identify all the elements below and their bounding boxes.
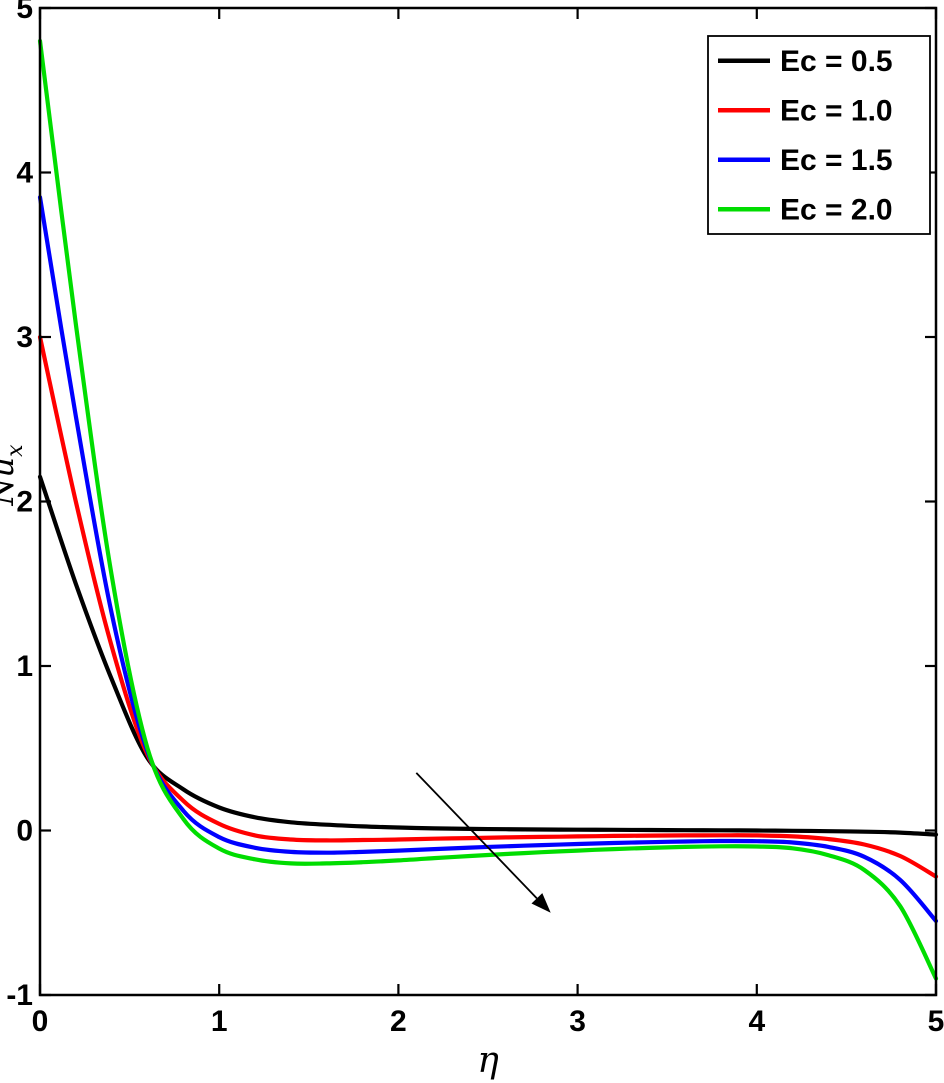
x-axis-label: η: [477, 1040, 499, 1081]
x-tick-label: 0: [32, 1005, 49, 1038]
y-axis-label: Nux: [0, 444, 28, 507]
legend-label-2: Ec = 1.5: [780, 144, 893, 177]
y-axis-label-sub: x: [3, 444, 28, 457]
y-axis-label-main: Nu: [0, 457, 21, 507]
y-tick-label: 3: [16, 321, 33, 354]
series-line-1: [37, 334, 939, 879]
legend-label-0: Ec = 0.5: [780, 45, 893, 78]
legend-label-3: Ec = 2.0: [780, 193, 893, 226]
x-tick-label: 4: [748, 1005, 765, 1038]
y-tick-label: 2: [16, 486, 33, 519]
x-tick-label: 1: [211, 1005, 228, 1038]
x-tick-label: 5: [928, 1005, 944, 1038]
trend-arrow-head: [531, 893, 551, 913]
y-tick-label: 1: [16, 650, 33, 683]
x-tick-label: 3: [569, 1005, 586, 1038]
trend-arrow-line: [415, 772, 538, 899]
x-tick-label: 2: [390, 1005, 407, 1038]
series-line-2: [37, 195, 939, 924]
legend-label-1: Ec = 1.0: [780, 94, 893, 127]
y-tick-label: -1: [6, 979, 33, 1012]
series-line-0: [37, 474, 939, 837]
y-tick-label: 0: [16, 815, 33, 848]
y-tick-label: 5: [16, 0, 33, 25]
y-tick-label: 4: [16, 157, 33, 190]
series-line-3: [37, 38, 939, 981]
legend-box: [707, 35, 931, 235]
